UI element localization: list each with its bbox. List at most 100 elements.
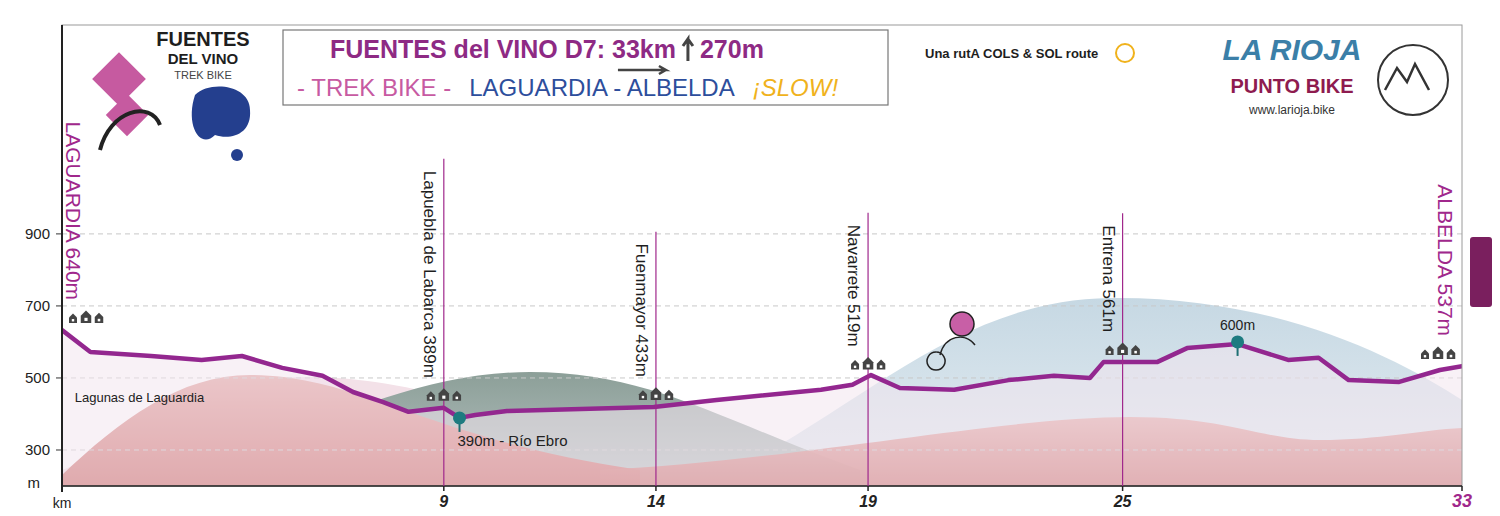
profile-line [62,330,1462,418]
house [665,390,674,400]
house [453,391,462,401]
house [1106,346,1114,356]
brand-text: PUNTO BIKE [1231,75,1354,97]
house [1421,349,1429,359]
x-tick [443,486,445,491]
house-window [880,365,883,368]
house-window [84,318,87,321]
grid-line [62,233,1462,234]
frame [62,25,1462,486]
house [81,310,92,323]
house [851,360,859,370]
title-box [283,30,888,105]
logo-text: TREK BIKE [174,69,231,81]
grid-line [62,305,1462,306]
brand-logo-mountain [1385,64,1429,90]
plot-area [62,330,1462,486]
cyclist-head [950,312,974,336]
town-label: LAGUARDIA 640m [62,122,85,301]
y-tick-label: 900 [25,225,50,242]
y-axis-label: m [28,474,41,491]
logo [92,52,250,161]
x-axis-label: km [53,495,72,511]
logo-wheel [100,111,160,150]
cyclist-body [927,337,975,370]
region-text: LA RIOJA [1223,33,1362,66]
background-hills [62,298,1462,486]
annotation-label: 600m [1220,317,1255,333]
annotation-marker [453,411,466,424]
annotation-marker [1231,335,1244,348]
houses-icon [69,310,103,323]
annotation-label: Lagunas de Laguardia [75,390,205,405]
houses-icon [427,388,461,401]
town-label: Lapuebla de Labarca 389m [420,171,439,378]
town-line [443,159,444,486]
house-window [654,395,657,398]
house [427,391,435,401]
x-tick-label: 19 [859,493,877,510]
house-window [642,396,644,398]
brand-logo [1378,45,1448,115]
house-window [1436,354,1439,357]
house [863,357,874,370]
license-badge [1470,237,1492,307]
distance-arrow [618,66,666,74]
house [651,387,662,400]
house [1433,346,1444,359]
chart: 300 500 700 900 m 9 14 19 25 33 km LAGUARDIA 640m La… [0,0,1500,516]
logo-text: DEL VINO [168,50,239,67]
houses-icon [1421,346,1455,359]
profile-area [62,330,1462,486]
x-tick-label: 33 [1452,491,1472,511]
town-line [867,213,868,486]
town-label: Entrena 561m [1099,225,1118,332]
house [95,313,104,323]
x-tick [867,486,869,491]
house-window [1134,351,1137,354]
house-window [1108,351,1110,353]
house-window [442,396,445,399]
title-climb: 270m [700,35,764,63]
houses-icon [1106,343,1140,356]
x-axis [62,485,1462,487]
route-text: Una rutA COLS & SOL route [925,46,1098,61]
annotation-label: 390m - Río Ebro [458,432,568,449]
y-tick-label: 700 [25,297,50,314]
town-label: ALBELDA 537m [1434,184,1457,336]
house-window [854,366,856,368]
subtitle: ¡SLOW! [753,74,839,101]
house-window [456,397,459,400]
url-text: www.larioja.bike [1248,103,1335,117]
house-window [866,364,869,367]
town-line [655,232,656,486]
houses-icon [639,387,673,400]
x-tick [655,486,657,491]
house [1131,345,1140,355]
logo-shape [92,52,146,106]
house-window [1424,355,1426,357]
logo-text: FUENTES [156,28,249,50]
house [1447,349,1456,359]
x-tick [1122,486,1124,491]
climb-arrow [683,39,693,61]
logo-blob [231,149,243,161]
house-window [430,397,432,399]
title: FUENTES del VINO D7: 33km [330,35,676,63]
house [69,313,77,323]
houses-icon [851,357,885,370]
logo-blob [192,87,250,140]
x-tick-label: 25 [1113,493,1133,510]
y-tick-label: 500 [25,369,50,386]
subtitle: - TREK BIKE - [297,74,451,101]
town-label: Fuenmayor 433m [632,244,651,377]
house [639,390,647,400]
cyclist-icon [927,312,975,370]
y-tick-label: 300 [25,441,50,458]
house-window [1450,355,1453,358]
house [439,388,450,401]
house-window [98,319,101,322]
house-window [72,319,74,321]
x-tick-label: 9 [439,493,448,510]
x-tick-label: 14 [647,493,665,510]
